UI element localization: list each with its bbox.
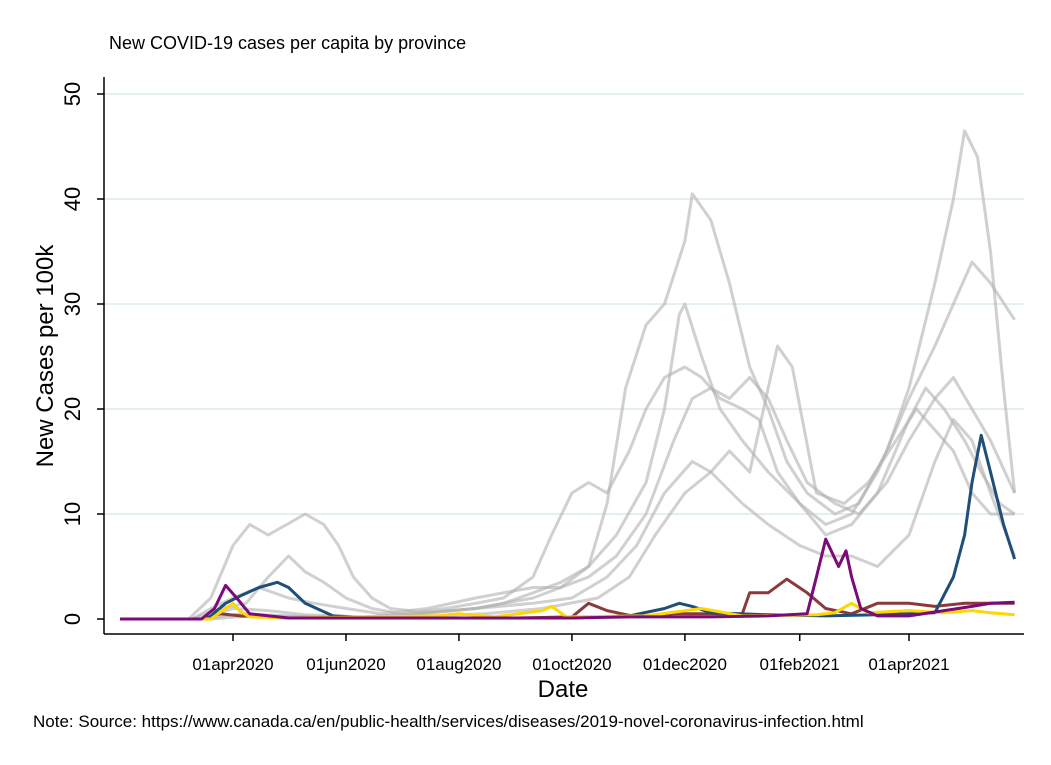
chart-title: New COVID-19 cases per capita by provinc… xyxy=(109,33,467,53)
x-tick-label: 01jun2020 xyxy=(306,655,385,674)
x-tick-label: 01dec2020 xyxy=(643,655,727,674)
y-ticks: 0 10 20 30 40 50 xyxy=(60,82,104,625)
x-tick-label: 01feb2021 xyxy=(760,655,840,674)
gridlines xyxy=(104,93,1024,515)
y-tick-label: 50 xyxy=(60,82,85,106)
x-tick-label: 01apr2020 xyxy=(192,655,273,674)
series-line-background xyxy=(120,365,1016,621)
x-ticks: 01apr2020 01jun2020 01aug2020 01oct2020 01de… xyxy=(192,634,950,674)
y-tick-label: 10 xyxy=(60,502,85,526)
series-line-background xyxy=(120,129,1017,621)
y-tick-label: 40 xyxy=(60,187,85,211)
series-lines xyxy=(120,129,1017,621)
x-tick-label: 01apr2021 xyxy=(868,655,949,674)
axes xyxy=(103,77,1024,635)
y-tick-label: 30 xyxy=(60,292,85,316)
y-tick-label: 0 xyxy=(60,613,85,625)
x-tick-label: 01aug2020 xyxy=(416,655,501,674)
series-line-highlighted xyxy=(120,433,1017,621)
x-tick-label: 01oct2020 xyxy=(532,655,611,674)
series-line-highlighted xyxy=(120,537,1015,621)
source-note: Note: Source: https://www.canada.ca/en/p… xyxy=(33,712,864,731)
x-axis-title: Date xyxy=(538,676,589,703)
y-axis-title: New Cases per 100k xyxy=(32,244,59,468)
y-tick-label: 20 xyxy=(60,397,85,421)
